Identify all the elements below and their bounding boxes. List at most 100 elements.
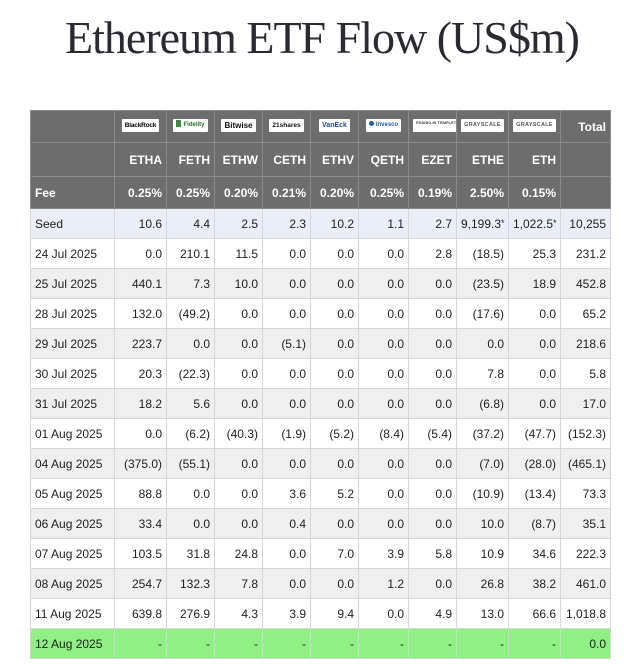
flow-value: 0.0: [435, 336, 452, 351]
flow-cell: 18.2: [114, 388, 167, 419]
flow-value: 276.9: [179, 606, 210, 621]
flow-value: 0.0: [539, 336, 556, 351]
flow-value: 0.0: [289, 306, 306, 321]
flow-cell: 0.0: [114, 418, 167, 449]
flow-cell: -: [408, 628, 457, 659]
flow-cell: (5.1): [262, 328, 311, 359]
flow-value: (10.9): [472, 486, 504, 501]
table-row: Seed 10.6 4.4 2.5 2.3 10.2 1.1 2.7 9,199.3* 1,022…: [30, 208, 611, 239]
flow-value: 25.3: [532, 246, 556, 261]
etf-flow-table: BlackRock Fidelity Bitwise 21shares VanEck In…: [30, 110, 611, 659]
flow-value: 0.0: [387, 246, 404, 261]
flow-value: 0.0: [241, 486, 258, 501]
flow-value: 0.0: [241, 516, 258, 531]
flow-value: (37.2): [472, 426, 504, 441]
flow-cell: 223.7: [114, 328, 167, 359]
vaneck-logo: VanEck: [319, 118, 350, 132]
ticker-ethv: ETHV: [310, 142, 359, 177]
flow-value: 10.0: [234, 276, 258, 291]
flow-cell: 4.3: [214, 598, 263, 629]
flow-value: (22.3): [178, 366, 210, 381]
flow-value: -: [500, 636, 504, 651]
row-total: 65.2: [560, 298, 611, 329]
table-row: 24 Jul 2025 0.0 210.1 11.5 0.0 0.0 0.0 2.8 (18.5…: [30, 238, 611, 269]
issuer-logo-cell: Invesco: [358, 110, 409, 143]
row-total: 1,018.8: [560, 598, 611, 629]
flow-cell: -: [310, 628, 359, 659]
flow-value: 33.4: [138, 516, 162, 531]
ticker-eth: ETH: [508, 142, 561, 177]
table-row: 12 Aug 2025- - - - - - - - -0.0: [30, 628, 611, 659]
flow-cell: 0.0: [408, 478, 457, 509]
flow-cell: 132.0: [114, 298, 167, 329]
flow-cell: 34.6: [508, 538, 561, 569]
flow-cell: 0.0: [262, 448, 311, 479]
flow-value: 4.9: [435, 606, 452, 621]
flow-value: 0.0: [337, 456, 354, 471]
flow-cell: 0.0: [408, 568, 457, 599]
fidelity-logo: Fidelity: [173, 118, 208, 132]
fee-label: Fee: [30, 176, 115, 209]
flow-cell: 10.0: [456, 508, 509, 539]
flow-value: 0.0: [387, 516, 404, 531]
flow-value: 0.0: [387, 366, 404, 381]
flow-value: 0.0: [435, 276, 452, 291]
flow-value: (8.7): [531, 516, 556, 531]
table-row: 08 Aug 2025 254.7 132.3 7.8 0.0 0.0 1.2 0.0 26.8…: [30, 568, 611, 599]
row-total: 73.3: [560, 478, 611, 509]
issuer-logo-cell: GRAYSCALE: [508, 110, 561, 143]
ticker-total-empty: [560, 142, 611, 177]
issuer-name: FRANKLIN TEMPLETON: [416, 119, 457, 125]
flow-cell: 0.0: [310, 238, 359, 269]
fidelity-mark-icon: [176, 120, 182, 128]
flow-cell: 0.0: [214, 508, 263, 539]
flow-cell: 3.9: [358, 538, 409, 569]
flow-cell: 0.0: [214, 388, 263, 419]
flow-cell: (1.9): [262, 418, 311, 449]
flow-cell: 0.4: [262, 508, 311, 539]
flow-value: 0.0: [337, 366, 354, 381]
flow-value: 440.1: [131, 276, 162, 291]
fee-total-empty: [560, 176, 611, 209]
flow-cell: 2.7: [408, 208, 457, 239]
flow-cell: (37.2): [456, 418, 509, 449]
table-row: 07 Aug 2025 103.5 31.8 24.8 0.0 7.0 3.9 5.8 10.9…: [30, 538, 611, 569]
flow-cell: 0.0: [310, 508, 359, 539]
flow-value: 7.3: [193, 276, 210, 291]
table-row: 29 Jul 2025 223.7 0.0 0.0 (5.1) 0.0 0.0 0.0 0.0 0…: [30, 328, 611, 359]
ticker-qeth: QETH: [358, 142, 409, 177]
issuer-name: Bitwise: [224, 120, 253, 130]
flow-value: 0.0: [435, 576, 452, 591]
flow-value: (17.6): [472, 306, 504, 321]
flow-cell: 0.0: [358, 238, 409, 269]
flow-cell: 3.9: [262, 598, 311, 629]
flow-value: 0.0: [289, 576, 306, 591]
flow-value: 0.0: [387, 486, 404, 501]
flow-cell: 0.0: [166, 478, 215, 509]
issuer-logo-cell: BlackRock: [114, 110, 167, 143]
flow-cell: 276.9: [166, 598, 215, 629]
flow-cell: 0.0: [508, 298, 561, 329]
flow-cell: 88.8: [114, 478, 167, 509]
flow-cell: 639.8: [114, 598, 167, 629]
blackrock-logo: BlackRock: [121, 118, 160, 132]
flow-value: 0.0: [539, 366, 556, 381]
flow-cell: 1,022.5*: [508, 208, 561, 239]
flow-value: 3.6: [289, 486, 306, 501]
flow-value: -: [552, 636, 556, 651]
issuer-name: VanEck: [322, 121, 347, 129]
flow-cell: 0.0: [262, 388, 311, 419]
flow-value: 0.0: [435, 306, 452, 321]
flow-cell: 0.0: [262, 298, 311, 329]
flow-cell: 0.0: [262, 568, 311, 599]
flow-value: 0.0: [289, 276, 306, 291]
flow-value: -: [254, 636, 258, 651]
flow-cell: 5.2: [310, 478, 359, 509]
flow-value: 10.6: [138, 216, 162, 231]
flow-cell: 0.0: [262, 538, 311, 569]
issuer-name: BlackRock: [124, 121, 157, 129]
row-total: 222.3: [560, 538, 611, 569]
flow-cell: 1.1: [358, 208, 409, 239]
fee-row: Fee 0.25% 0.25% 0.20% 0.21% 0.20% 0.25% 0.19% 2…: [30, 176, 611, 209]
issuer-logo-cell: Bitwise: [214, 110, 263, 143]
